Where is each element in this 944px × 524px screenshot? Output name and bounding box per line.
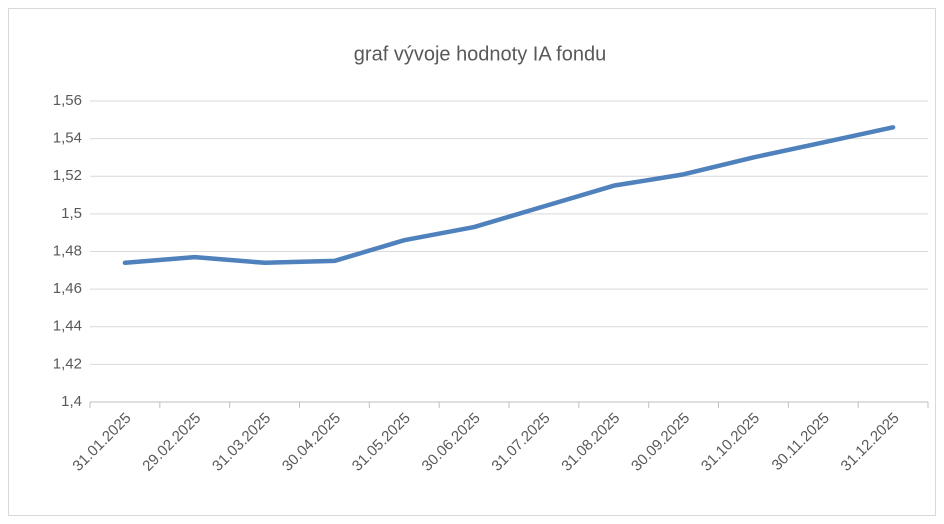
- y-tick-label: 1,42: [53, 355, 82, 372]
- data-line: [122, 125, 896, 266]
- y-tick-label: 1,54: [53, 130, 82, 147]
- y-tick-label: 1,52: [53, 167, 82, 184]
- y-tick-label: 1,44: [53, 318, 82, 335]
- chart-title: graf vývoje hodnoty IA fondu: [354, 43, 606, 65]
- y-tick-label: 1,46: [53, 280, 82, 297]
- y-tick-label: 1,48: [53, 242, 82, 259]
- y-tick-label: 1,5: [61, 205, 82, 222]
- y-tick-label: 1,4: [61, 393, 82, 410]
- chart-border: [8, 8, 936, 516]
- y-tick-label: 1,56: [53, 92, 82, 109]
